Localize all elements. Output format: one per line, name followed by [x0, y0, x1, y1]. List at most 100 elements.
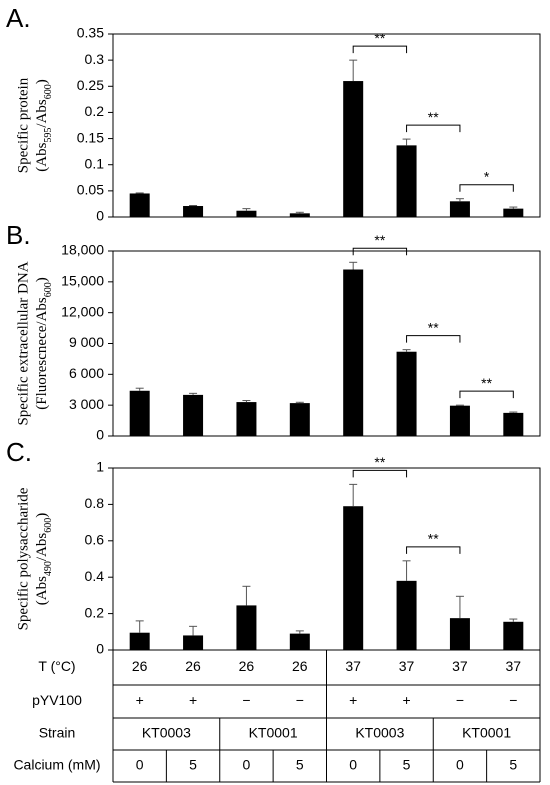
panel-label: C. — [6, 437, 32, 467]
y-axis-label: Specific polysaccharide — [15, 487, 31, 630]
table-cell: 5 — [509, 757, 517, 773]
significance-bracket — [352, 469, 408, 478]
label-part: (Abs — [34, 576, 50, 605]
table-cell: KT0003 — [355, 725, 404, 741]
significance-label: ** — [428, 319, 439, 335]
y-tick-label: 15,000 — [61, 273, 104, 289]
label-part: ) — [34, 277, 50, 282]
y-tick-label: 3 000 — [69, 396, 104, 412]
table-cell: + — [189, 692, 197, 708]
significance-bracket — [459, 184, 514, 192]
bar — [183, 206, 204, 217]
panel-label: B. — [6, 220, 31, 250]
significance-bracket — [352, 45, 408, 54]
y-tick-label: 18,000 — [61, 242, 104, 258]
bar — [503, 621, 524, 650]
y-tick-label: 0 — [96, 427, 104, 443]
bar — [449, 405, 470, 436]
significance-label: ** — [481, 375, 492, 391]
table-cell: KT0001 — [462, 725, 511, 741]
significance-label: ** — [374, 454, 385, 470]
y-axis-label: (Fluorescnece/Abs600) — [34, 277, 53, 409]
label-part: /Abs — [34, 533, 50, 562]
table-cell: 37 — [452, 658, 468, 674]
significance-label: * — [484, 168, 490, 184]
label-part: ) — [34, 513, 50, 518]
table-cell: 37 — [506, 658, 522, 674]
label-part: /Abs — [34, 99, 50, 128]
y-tick-label: 0.1 — [85, 155, 105, 171]
label-part: (Abs — [34, 142, 50, 171]
row-label: pYV100 — [32, 692, 82, 708]
bar — [449, 618, 470, 650]
y-tick-label: 6 000 — [69, 365, 104, 381]
bar — [289, 633, 310, 650]
bar — [343, 81, 364, 217]
table-cell: − — [242, 692, 250, 708]
table-cell: + — [349, 692, 357, 708]
plot-frame — [112, 250, 541, 437]
y-axis-label: (Abs490/Abs600) — [34, 513, 53, 606]
significance-bracket — [406, 335, 461, 343]
bar — [236, 605, 257, 650]
table-cell: + — [136, 692, 144, 708]
significance-label: ** — [428, 109, 439, 125]
y-tick-label: 0.2 — [85, 103, 105, 119]
table-cell: KT0001 — [249, 725, 298, 741]
bar — [396, 351, 417, 436]
bar — [396, 145, 417, 217]
y-tick-label: 12,000 — [61, 303, 104, 319]
significance-label: ** — [374, 30, 385, 46]
row-label: Strain — [39, 725, 76, 741]
row-label: T (°C) — [38, 658, 75, 674]
bar — [129, 632, 150, 650]
table-cell: 5 — [296, 757, 304, 773]
bar — [183, 394, 204, 436]
panel-label: A. — [6, 3, 31, 33]
table-cell: + — [402, 692, 410, 708]
table-cell: 26 — [239, 658, 255, 674]
table-cell: 0 — [243, 757, 251, 773]
table-cell: KT0003 — [142, 725, 191, 741]
y-tick-label: 0.05 — [77, 182, 104, 198]
y-tick-label: 0.25 — [77, 77, 104, 93]
subscript: 600 — [43, 518, 54, 533]
label-part: ) — [34, 79, 50, 84]
y-tick-label: 0.35 — [77, 25, 104, 41]
table-cell: 0 — [456, 757, 464, 773]
bar — [503, 412, 524, 436]
table-cell: 0 — [136, 757, 144, 773]
table-cell: − — [296, 692, 304, 708]
row-label: Calcium (mM) — [13, 757, 100, 773]
y-axis-label: (Abs595/Abs600) — [34, 79, 53, 172]
y-tick-label: 0 — [96, 641, 104, 657]
subscript: 600 — [43, 282, 54, 297]
y-tick-label: 0.15 — [77, 129, 104, 145]
significance-bracket — [406, 546, 461, 554]
table-cell: 26 — [185, 658, 201, 674]
bar — [289, 213, 310, 217]
bar — [183, 635, 204, 650]
y-tick-label: 0.4 — [85, 568, 105, 584]
y-axis-label: Specific extracellular DNA — [15, 261, 31, 425]
y-axis-label: Specific protein — [15, 77, 31, 173]
significance-label: ** — [428, 531, 439, 547]
plot-frame — [112, 33, 541, 218]
significance-bracket — [406, 124, 461, 133]
bar — [236, 402, 257, 436]
y-tick-label: 0.3 — [85, 51, 105, 67]
bar — [449, 201, 470, 217]
bar — [289, 403, 310, 436]
subscript: 490 — [43, 561, 54, 576]
table-cell: 37 — [399, 658, 415, 674]
y-tick-label: 0 — [96, 208, 104, 224]
bar — [343, 269, 364, 436]
table-cell: 5 — [189, 757, 197, 773]
table-cell: 37 — [345, 658, 361, 674]
bar — [236, 210, 257, 217]
bar — [503, 208, 524, 217]
significance-label: ** — [374, 232, 385, 248]
bar — [343, 506, 364, 650]
bar — [129, 193, 150, 217]
